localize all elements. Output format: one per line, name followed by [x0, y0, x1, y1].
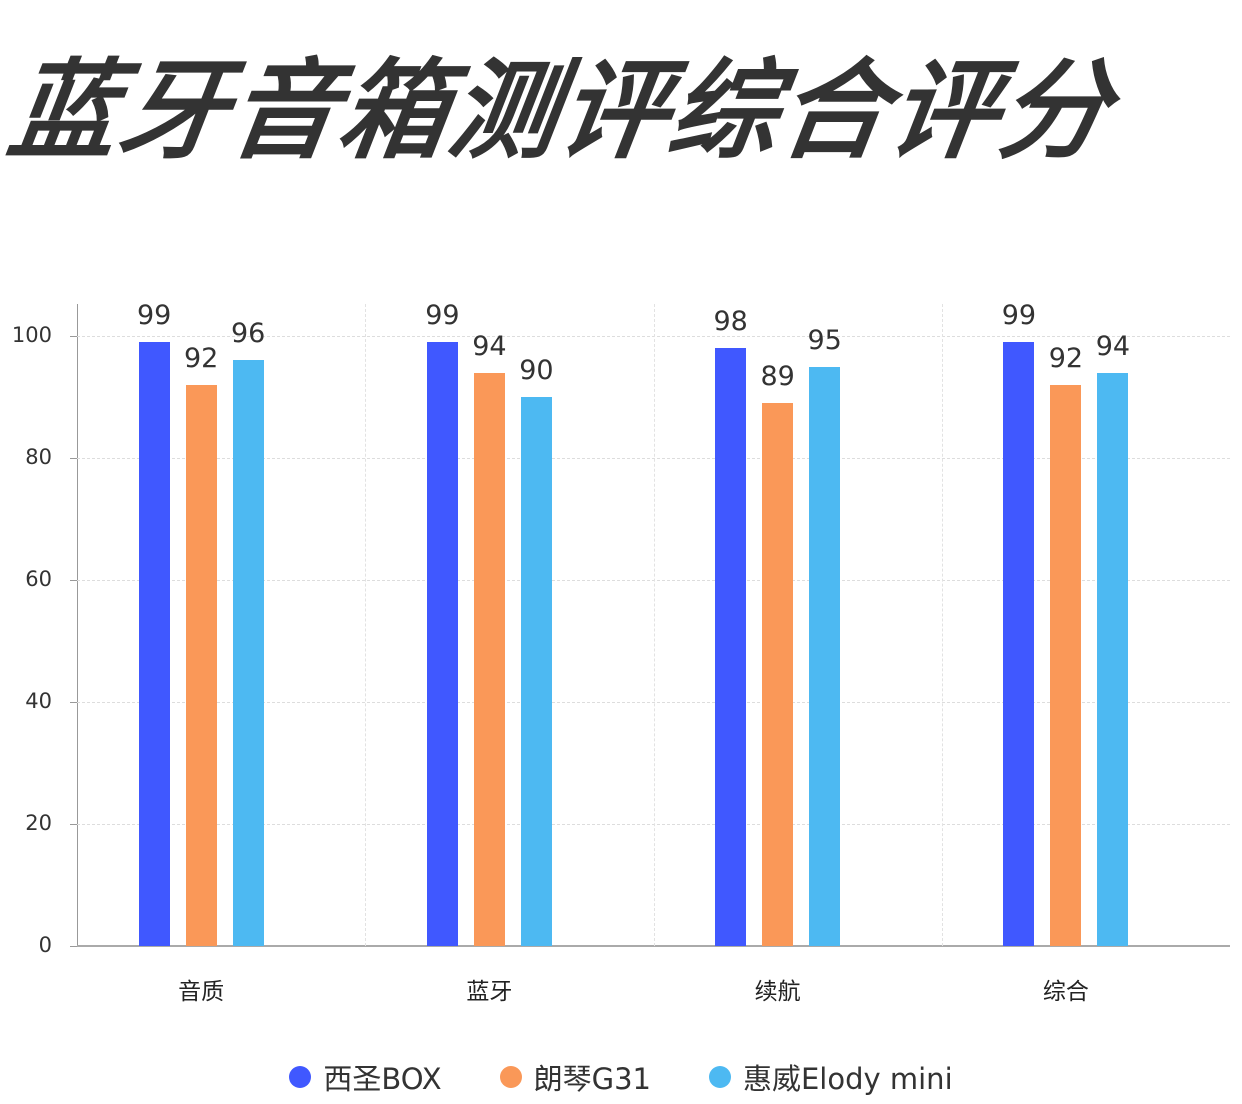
- bar-1[interactable]: [426, 342, 458, 946]
- legend-item[interactable]: 惠威Elody mini: [708, 1056, 953, 1098]
- bar-2[interactable]: [762, 403, 794, 946]
- bar-1[interactable]: [715, 348, 747, 946]
- bar-3[interactable]: [520, 397, 552, 946]
- x-category-label: 续航: [754, 979, 801, 1005]
- legend-dot-icon: [499, 1066, 522, 1088]
- legend-label: 西圣BOX: [323, 1062, 442, 1096]
- bar-3[interactable]: [232, 360, 264, 946]
- bar-value-label: 99: [425, 300, 460, 332]
- x-category-label: 蓝牙: [466, 979, 513, 1005]
- y-tick-mark: [70, 824, 77, 825]
- bar-value-label: 96: [230, 318, 266, 350]
- bar-1[interactable]: [138, 342, 170, 946]
- y-tick-mark: [70, 336, 77, 337]
- bar-2[interactable]: [1050, 384, 1082, 946]
- legend-dot-icon: [708, 1066, 731, 1088]
- legend-item[interactable]: 西圣BOX: [289, 1056, 442, 1098]
- bar-value-label: 92: [183, 342, 219, 374]
- bar-3[interactable]: [1097, 372, 1129, 946]
- vertical-gridline: [653, 304, 655, 946]
- vertical-gridline: [941, 304, 943, 946]
- legend-label: 朗琴G31: [533, 1062, 651, 1096]
- bar-3[interactable]: [809, 366, 841, 946]
- bar-value-label: 98: [713, 306, 748, 338]
- bar-value-label: 99: [136, 300, 172, 332]
- bar-2[interactable]: [473, 372, 505, 946]
- y-tick-label: 80: [25, 445, 52, 469]
- bar-value-label: 94: [472, 330, 507, 362]
- bar-2[interactable]: [185, 384, 217, 946]
- x-axis: [77, 945, 1230, 947]
- bar-value-label: 90: [519, 355, 554, 386]
- bar-value-label: 89: [760, 361, 795, 393]
- x-category-label: 音质: [178, 979, 225, 1005]
- y-tick-label: 20: [25, 811, 52, 835]
- legend-label: 惠威Elody mini: [742, 1062, 953, 1096]
- y-tick-label: 60: [25, 567, 52, 591]
- bar-value-label: 92: [1048, 342, 1084, 374]
- y-tick-mark: [70, 458, 77, 459]
- y-axis: [77, 304, 78, 946]
- bar-value-label: 99: [1001, 300, 1037, 332]
- legend-dot-icon: [289, 1066, 312, 1088]
- y-tick-label: 40: [25, 689, 52, 713]
- bar-value-label: 94: [1095, 330, 1131, 362]
- legend: 西圣BOX 朗琴G31 惠威Elody mini: [0, 1056, 1242, 1098]
- legend-item[interactable]: 朗琴G31: [499, 1056, 651, 1098]
- y-tick-label: 0: [38, 933, 52, 957]
- x-category-label: 综合: [1042, 979, 1089, 1005]
- bar-value-label: 95: [807, 324, 842, 356]
- vertical-gridline: [365, 304, 367, 946]
- bar-1[interactable]: [1003, 342, 1035, 946]
- y-tick-mark: [70, 946, 77, 947]
- y-tick-mark: [70, 702, 77, 703]
- y-tick-label: 100: [11, 323, 52, 347]
- y-tick-mark: [70, 580, 77, 581]
